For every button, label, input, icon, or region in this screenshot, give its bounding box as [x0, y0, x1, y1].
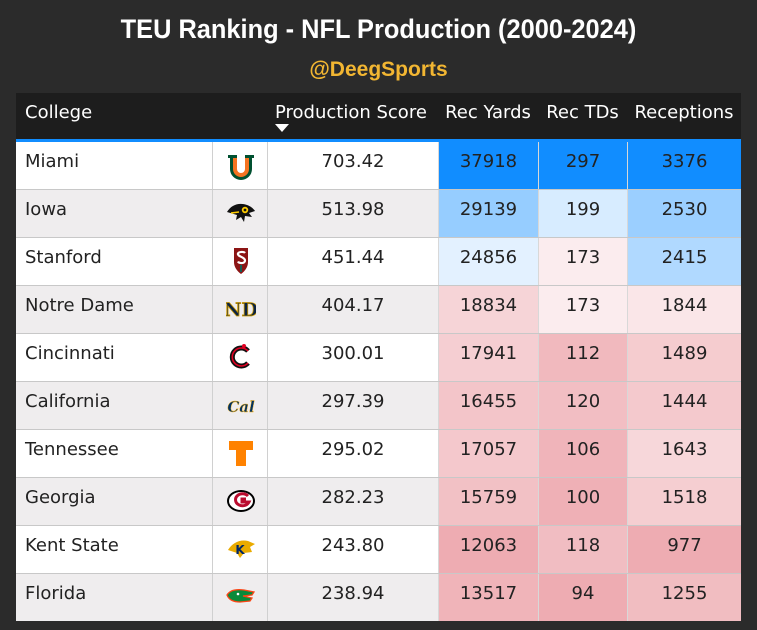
- table-row: Iowa 513.98 29139 199 2530: [16, 190, 741, 238]
- iowa-hawkeye-logo-icon: [226, 198, 256, 228]
- rec-yards-cell: 16455: [438, 382, 538, 429]
- production-score-cell: 451.44: [321, 247, 385, 268]
- rec-yards-cell: 29139: [438, 190, 538, 237]
- logo-cell: [212, 478, 268, 525]
- svg-text:ND: ND: [226, 299, 256, 321]
- rec-yards-cell: 24856: [438, 238, 538, 285]
- college-cell: Cincinnati: [25, 343, 115, 364]
- logo-cell: [212, 430, 268, 477]
- college-cell: Miami: [25, 151, 80, 172]
- receptions-cell: 1844: [627, 286, 741, 333]
- rec-tds-cell: 120: [538, 382, 627, 429]
- sort-descending-icon: [275, 124, 289, 132]
- production-score-cell: 282.23: [321, 487, 385, 508]
- production-score-cell: 297.39: [321, 391, 385, 412]
- table-row: Miami 703.42 37918 297 3376: [16, 142, 741, 190]
- table-row: Stanford 451.44 24856 173 2415: [16, 238, 741, 286]
- rec-tds-cell: 199: [538, 190, 627, 237]
- table-row: Georgia 282.23 15759 100 1518: [16, 478, 741, 526]
- miami-u-logo-icon: [226, 150, 256, 180]
- ranking-table: College Production Score Rec Yards Rec T…: [16, 93, 741, 621]
- table-row: Kent State K 243.80 12063 118 977: [16, 526, 741, 574]
- header-production-score[interactable]: Production Score: [275, 102, 427, 123]
- production-score-cell: 238.94: [321, 583, 385, 604]
- receptions-cell: 2415: [627, 238, 741, 285]
- rec-yards-cell: 17941: [438, 334, 538, 381]
- table-row: Florida 238.94 13517 94 1255: [16, 574, 741, 621]
- florida-gator-logo-icon: [226, 582, 256, 612]
- college-cell: Stanford: [25, 247, 102, 268]
- logo-cell: [212, 238, 268, 285]
- rec-tds-cell: 118: [538, 526, 627, 573]
- receptions-cell: 2530: [627, 190, 741, 237]
- logo-cell: [212, 190, 268, 237]
- table-body: Miami 703.42 37918 297 3376 Iowa 513.98 29139 19…: [16, 142, 741, 621]
- receptions-cell: 1518: [627, 478, 741, 525]
- logo-cell: [212, 142, 268, 189]
- college-cell: Georgia: [25, 487, 96, 508]
- college-cell: Florida: [25, 583, 87, 604]
- logo-cell: Cal: [212, 382, 268, 429]
- production-score-cell: 243.80: [321, 535, 385, 556]
- table-row: Notre Dame ND 404.17 18834 173 1844: [16, 286, 741, 334]
- receptions-cell: 1643: [627, 430, 741, 477]
- college-cell: Notre Dame: [25, 295, 134, 316]
- production-score-cell: 703.42: [321, 151, 385, 172]
- svg-text:K: K: [235, 543, 245, 557]
- production-score-cell: 513.98: [321, 199, 385, 220]
- rec-yards-cell: 12063: [438, 526, 538, 573]
- logo-cell: K: [212, 526, 268, 573]
- production-score-cell: 300.01: [321, 343, 385, 364]
- receptions-cell: 1255: [627, 574, 741, 621]
- rec-tds-cell: 100: [538, 478, 627, 525]
- logo-cell: ND: [212, 286, 268, 333]
- kent-state-k-logo-icon: K: [226, 534, 256, 564]
- table-row: California Cal 297.39 16455 120 1444: [16, 382, 741, 430]
- college-cell: California: [25, 391, 111, 412]
- chart-title: TEU Ranking - NFL Production (2000-2024): [120, 14, 637, 44]
- table-row: Tennessee 295.02 17057 106 1643: [16, 430, 741, 478]
- production-score-cell: 404.17: [321, 295, 385, 316]
- table-row: Cincinnati 300.01 17941 112 1489: [16, 334, 741, 382]
- rec-tds-cell: 112: [538, 334, 627, 381]
- chart-subtitle: @DeegSports: [309, 58, 448, 81]
- logo-cell: [212, 574, 268, 621]
- rec-yards-cell: 13517: [438, 574, 538, 621]
- rec-yards-cell: 17057: [438, 430, 538, 477]
- receptions-cell: 1444: [627, 382, 741, 429]
- stanford-s-logo-icon: [226, 246, 256, 276]
- receptions-cell: 1489: [627, 334, 741, 381]
- rec-yards-cell: 15759: [438, 478, 538, 525]
- notre-dame-nd-logo-icon: ND: [224, 294, 259, 324]
- georgia-g-logo-icon: [226, 486, 256, 516]
- rec-tds-cell: 173: [538, 286, 627, 333]
- rec-tds-cell: 173: [538, 238, 627, 285]
- college-cell: Kent State: [25, 535, 119, 556]
- tennessee-t-logo-icon: [226, 438, 256, 468]
- production-score-cell: 295.02: [321, 439, 385, 460]
- header-rec-tds[interactable]: Rec TDs: [546, 102, 619, 123]
- rec-tds-cell: 94: [538, 574, 627, 621]
- header-accent-bar: [16, 139, 741, 142]
- table-header: College Production Score Rec Yards Rec T…: [16, 93, 741, 139]
- cal-script-logo-icon: Cal: [226, 390, 256, 420]
- college-cell: Tennessee: [25, 439, 119, 460]
- college-cell: Iowa: [25, 199, 68, 220]
- rec-tds-cell: 297: [538, 142, 627, 189]
- header-college[interactable]: College: [25, 102, 93, 123]
- logo-cell: [212, 334, 268, 381]
- header-rec-yards[interactable]: Rec Yards: [445, 102, 531, 123]
- header-receptions[interactable]: Receptions: [634, 102, 734, 123]
- rec-yards-cell: 37918: [438, 142, 538, 189]
- receptions-cell: 977: [627, 526, 741, 573]
- rec-yards-cell: 18834: [438, 286, 538, 333]
- svg-text:Cal: Cal: [227, 398, 255, 416]
- receptions-cell: 3376: [627, 142, 741, 189]
- cincinnati-c-logo-icon: [226, 342, 256, 372]
- rec-tds-cell: 106: [538, 430, 627, 477]
